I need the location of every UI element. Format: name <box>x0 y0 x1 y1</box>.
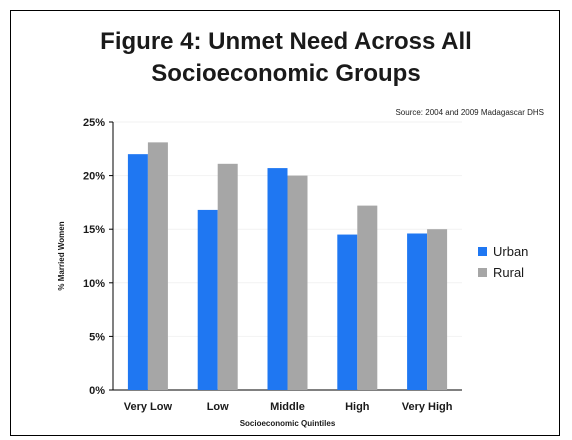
legend-item-rural: Rural <box>478 265 528 280</box>
bar-urban <box>127 154 148 390</box>
chart-title: Figure 4: Unmet Need Across All Socioeco… <box>0 26 572 90</box>
bar-urban <box>407 233 428 390</box>
chart-legend: Urban Rural <box>478 244 528 286</box>
bar-rural <box>147 142 168 390</box>
x-tick-label: Very High <box>402 401 453 413</box>
bar-urban <box>197 209 218 390</box>
y-tick-label: 0% <box>89 385 105 397</box>
legend-label: Rural <box>493 265 525 280</box>
y-tick-label: 10% <box>83 278 105 290</box>
x-tick-label: High <box>345 401 370 413</box>
bar-rural <box>427 229 448 390</box>
x-axis-title: Socioeconomic Quintiles <box>240 419 336 428</box>
x-tick-label: Middle <box>270 401 305 413</box>
legend-swatch <box>478 268 487 277</box>
y-tick-label: 5% <box>89 331 105 343</box>
y-tick-label: 15% <box>83 224 105 236</box>
y-axis-title: % Married Women <box>57 221 66 290</box>
chart-title-line-2: Socioeconomic Groups <box>151 60 421 87</box>
chart-source: Source: 2004 and 2009 Madagascar DHS <box>395 108 544 117</box>
bar-urban <box>337 234 358 390</box>
chart-title-line-1: Figure 4: Unmet Need Across All <box>100 28 472 55</box>
y-tick-label: 20% <box>83 171 105 183</box>
legend-label: Urban <box>493 244 529 259</box>
x-tick-label: Very Low <box>124 401 173 413</box>
bar-rural <box>357 205 378 390</box>
bar-rural <box>217 163 238 390</box>
x-tick-label: Low <box>207 401 229 413</box>
legend-swatch <box>478 247 487 256</box>
bar-urban <box>267 168 288 390</box>
y-tick-label: 25% <box>83 117 105 129</box>
bar-rural <box>287 175 308 390</box>
legend-item-urban: Urban <box>478 244 528 259</box>
